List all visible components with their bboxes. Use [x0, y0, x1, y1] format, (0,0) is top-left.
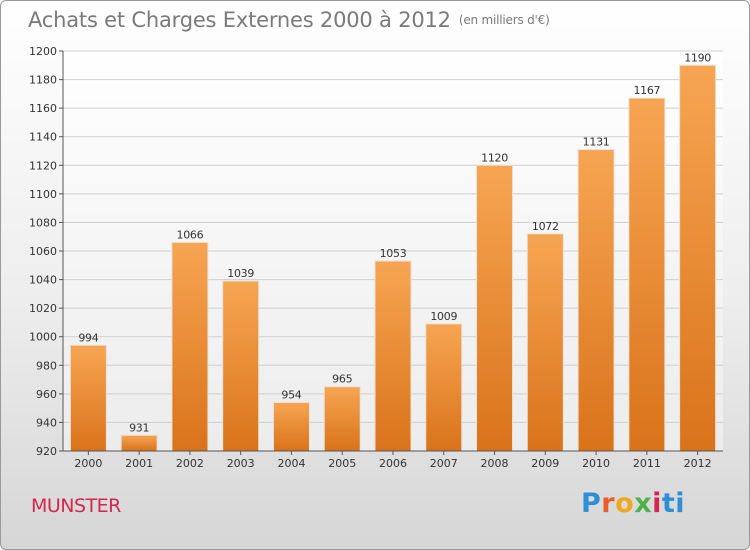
y-tick-label: 960	[36, 388, 57, 401]
bar-2010	[577, 149, 615, 452]
bar-2002	[171, 241, 209, 452]
bar-2008	[476, 164, 514, 452]
bar-2004	[272, 401, 310, 452]
data-label: 1190	[684, 51, 711, 64]
y-tick-label: 940	[36, 416, 57, 429]
bar-2011	[628, 97, 666, 452]
bar-2012	[679, 64, 717, 452]
x-tick-label: 2001	[125, 457, 153, 470]
x-tick-label: 2006	[379, 457, 407, 470]
y-tick-label: 1160	[29, 102, 57, 115]
data-label: 1072	[532, 220, 559, 233]
y-tick-label: 920	[36, 445, 57, 458]
y-tick-label: 1000	[29, 331, 57, 344]
data-label: 965	[332, 373, 352, 386]
data-label: 1039	[227, 267, 254, 280]
bar-2000	[69, 344, 107, 452]
y-tick-label: 1040	[29, 274, 57, 287]
data-label: 994	[78, 331, 98, 344]
chart-title-text: Achats et Charges Externes 2000 à 2012	[28, 8, 451, 32]
x-tick-label: 2008	[481, 457, 509, 470]
y-tick-label: 1200	[29, 45, 57, 58]
x-tick-label: 2007	[430, 457, 458, 470]
x-tick-label: 2004	[277, 457, 305, 470]
data-label: 1131	[583, 136, 610, 149]
y-tick-label: 1060	[29, 245, 57, 258]
bar-2003	[222, 280, 260, 452]
y-tick-label: 1120	[29, 159, 57, 172]
data-label: 954	[281, 388, 301, 401]
y-tick-label: 1080	[29, 216, 57, 229]
x-tick-label: 2000	[74, 457, 102, 470]
y-tick-label: 1020	[29, 302, 57, 315]
x-tick-label: 2010	[582, 457, 610, 470]
y-tick-label: 980	[36, 359, 57, 372]
data-label: 1120	[481, 151, 508, 164]
bar-2009	[526, 233, 564, 452]
x-tick-label: 2002	[176, 457, 204, 470]
bar-2001	[120, 434, 158, 452]
bar-2005	[323, 386, 361, 452]
x-tick-label: 2011	[633, 457, 661, 470]
x-tick-label: 2005	[328, 457, 356, 470]
chart-title: Achats et Charges Externes 2000 à 2012 (e…	[28, 8, 550, 32]
data-label: 1066	[177, 228, 204, 241]
bar-2006	[374, 260, 412, 452]
x-tick-label: 2009	[531, 457, 559, 470]
x-tick-label: 2012	[684, 457, 712, 470]
y-tick-label: 1140	[29, 131, 57, 144]
data-label: 1053	[380, 247, 407, 260]
data-label: 1009	[430, 310, 457, 323]
chart-subtitle: (en milliers d'€)	[458, 13, 550, 27]
y-tick-label: 1100	[29, 188, 57, 201]
y-tick-label: 1180	[29, 74, 57, 87]
bar-2007	[425, 323, 463, 452]
data-label: 1167	[633, 84, 660, 97]
commune-name: MUNSTER	[31, 495, 121, 517]
x-tick-label: 2003	[227, 457, 255, 470]
data-label: 931	[129, 421, 149, 434]
